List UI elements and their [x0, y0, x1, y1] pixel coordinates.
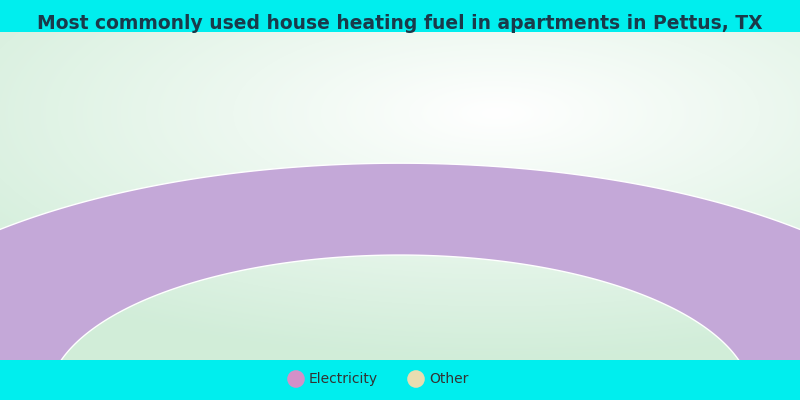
Text: Most commonly used house heating fuel in apartments in Pettus, TX: Most commonly used house heating fuel in… [37, 14, 763, 33]
Ellipse shape [407, 370, 425, 388]
Text: Electricity: Electricity [309, 372, 378, 386]
Polygon shape [0, 163, 800, 399]
Ellipse shape [287, 370, 305, 388]
Text: Other: Other [429, 372, 468, 386]
